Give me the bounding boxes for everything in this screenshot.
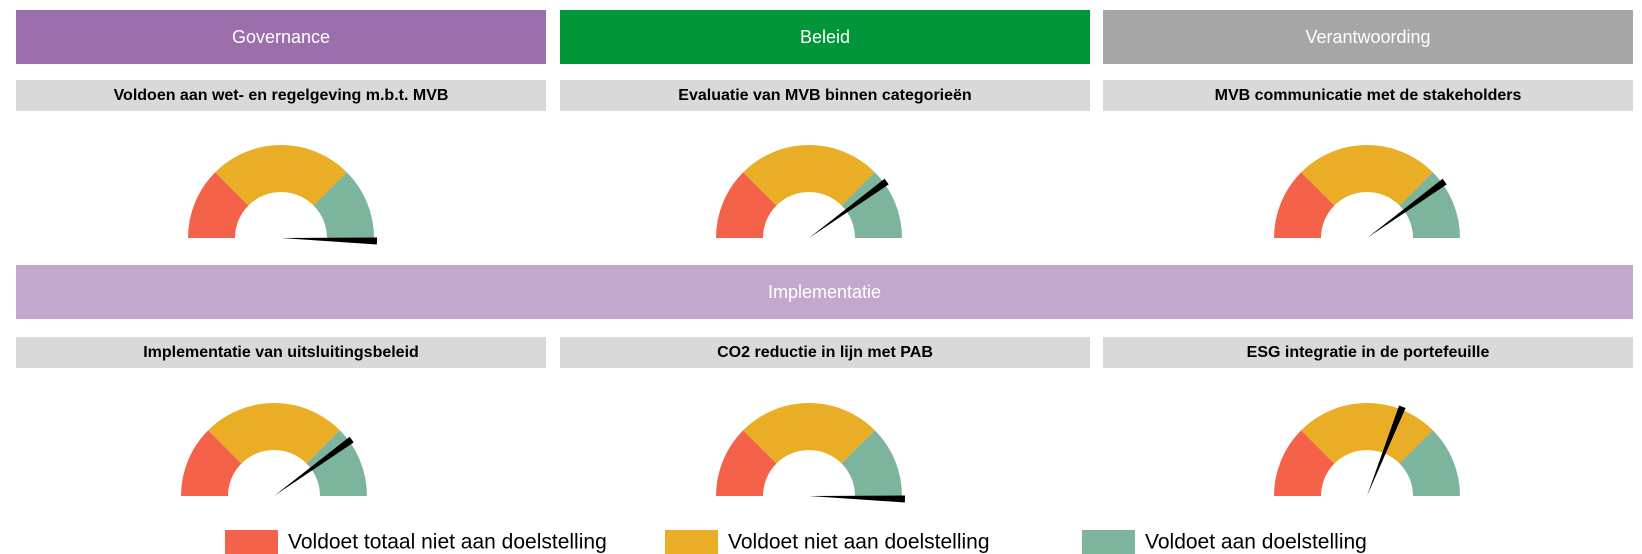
gauge-title: Voldoen aan wet- en regelgeving m.b.t. M… — [114, 87, 449, 104]
section-header — [16, 10, 546, 64]
gauge-band — [841, 430, 903, 496]
gauge-title: MVB communicatie met de stakeholders — [1215, 87, 1522, 104]
gauge-title: ESG integratie in de portefeuille — [1247, 344, 1490, 361]
gauge-needle — [809, 495, 906, 503]
gauge-needle — [809, 178, 889, 238]
gauge-title-bar — [560, 80, 1090, 111]
gauge-needle — [281, 237, 378, 245]
gauge-band — [1301, 144, 1433, 206]
section-title: Implementatie — [768, 282, 881, 302]
gauge-band — [841, 172, 903, 238]
gauge-band — [715, 430, 777, 496]
legend-label: Voldoet niet aan doelstelling — [728, 531, 990, 554]
gauge-title-bar — [560, 337, 1090, 368]
gauge-band — [181, 430, 242, 496]
section-header — [560, 10, 1090, 64]
gauge-title-bar — [1103, 80, 1633, 111]
gauge-band — [188, 172, 249, 238]
section-title: Beleid — [800, 27, 850, 47]
gauge-needle — [1367, 405, 1406, 496]
section-header — [16, 265, 1633, 319]
gauge-band — [313, 172, 374, 238]
legend-label: Voldoet totaal niet aan doelstelling — [288, 531, 607, 554]
gauge-title-bar — [16, 80, 546, 111]
gauge-needle — [274, 436, 354, 496]
legend-label: Voldoet aan doelstelling — [1145, 531, 1367, 554]
gauge-band — [215, 145, 347, 206]
gauge-band — [743, 145, 875, 206]
gauge-band — [1399, 172, 1460, 238]
gauge-title-bar — [16, 337, 546, 368]
section-title: Verantwoording — [1305, 27, 1430, 47]
legend-swatch — [225, 530, 278, 554]
gauge-title: Evaluatie van MVB binnen categorieën — [678, 87, 971, 104]
gauge-title-bar — [1103, 337, 1633, 368]
gauge-band — [208, 402, 340, 464]
gauge-band — [1399, 430, 1460, 496]
gauge-band — [306, 430, 367, 496]
gauge-band — [743, 403, 875, 464]
section-title: Governance — [232, 27, 330, 47]
legend-swatch — [1082, 530, 1135, 554]
legend-swatch — [665, 530, 718, 554]
gauge-needle — [1367, 178, 1447, 238]
gauge-title: CO2 reductie in lijn met PAB — [717, 344, 933, 361]
gauge-band — [715, 172, 777, 238]
section-header — [1103, 10, 1633, 64]
gauge-band — [1274, 172, 1335, 238]
gauge-title: Implementatie van uitsluitingsbeleid — [143, 344, 419, 361]
gauge-band — [1274, 430, 1335, 496]
